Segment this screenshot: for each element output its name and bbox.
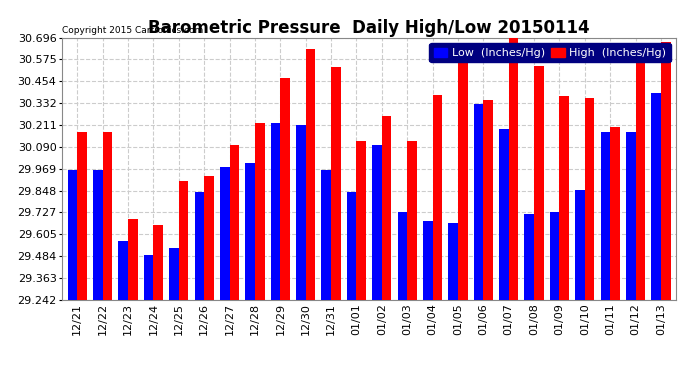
- Bar: [433, 94, 442, 300]
- Bar: [560, 96, 569, 300]
- Bar: [626, 132, 635, 300]
- Bar: [600, 132, 610, 300]
- Bar: [407, 141, 417, 300]
- Bar: [153, 225, 163, 300]
- Bar: [534, 66, 544, 300]
- Bar: [103, 132, 112, 300]
- Bar: [661, 42, 671, 300]
- Bar: [119, 241, 128, 300]
- Bar: [483, 100, 493, 300]
- Text: Copyright 2015 Cartronics.com: Copyright 2015 Cartronics.com: [62, 26, 204, 35]
- Bar: [585, 98, 595, 300]
- Bar: [423, 221, 433, 300]
- Bar: [280, 78, 290, 300]
- Bar: [306, 50, 315, 300]
- Bar: [179, 181, 188, 300]
- Bar: [270, 123, 280, 300]
- Bar: [458, 60, 468, 300]
- Bar: [331, 68, 341, 300]
- Legend: Low  (Inches/Hg), High  (Inches/Hg): Low (Inches/Hg), High (Inches/Hg): [429, 43, 671, 62]
- Bar: [610, 127, 620, 300]
- Bar: [68, 170, 77, 300]
- Bar: [144, 255, 153, 300]
- Bar: [220, 167, 230, 300]
- Bar: [509, 37, 518, 300]
- Bar: [474, 104, 483, 300]
- Bar: [246, 163, 255, 300]
- Bar: [230, 145, 239, 300]
- Bar: [499, 129, 509, 300]
- Bar: [204, 176, 214, 300]
- Bar: [382, 116, 391, 300]
- Bar: [448, 223, 458, 300]
- Bar: [195, 192, 204, 300]
- Bar: [93, 170, 103, 300]
- Title: Barometric Pressure  Daily High/Low 20150114: Barometric Pressure Daily High/Low 20150…: [148, 20, 590, 38]
- Bar: [347, 192, 357, 300]
- Bar: [169, 248, 179, 300]
- Bar: [635, 50, 645, 300]
- Bar: [296, 125, 306, 300]
- Bar: [575, 190, 585, 300]
- Bar: [77, 132, 87, 300]
- Bar: [524, 214, 534, 300]
- Bar: [651, 93, 661, 300]
- Bar: [372, 145, 382, 300]
- Bar: [255, 123, 264, 300]
- Bar: [550, 212, 560, 300]
- Bar: [322, 170, 331, 300]
- Bar: [128, 219, 138, 300]
- Bar: [357, 141, 366, 300]
- Bar: [397, 212, 407, 300]
